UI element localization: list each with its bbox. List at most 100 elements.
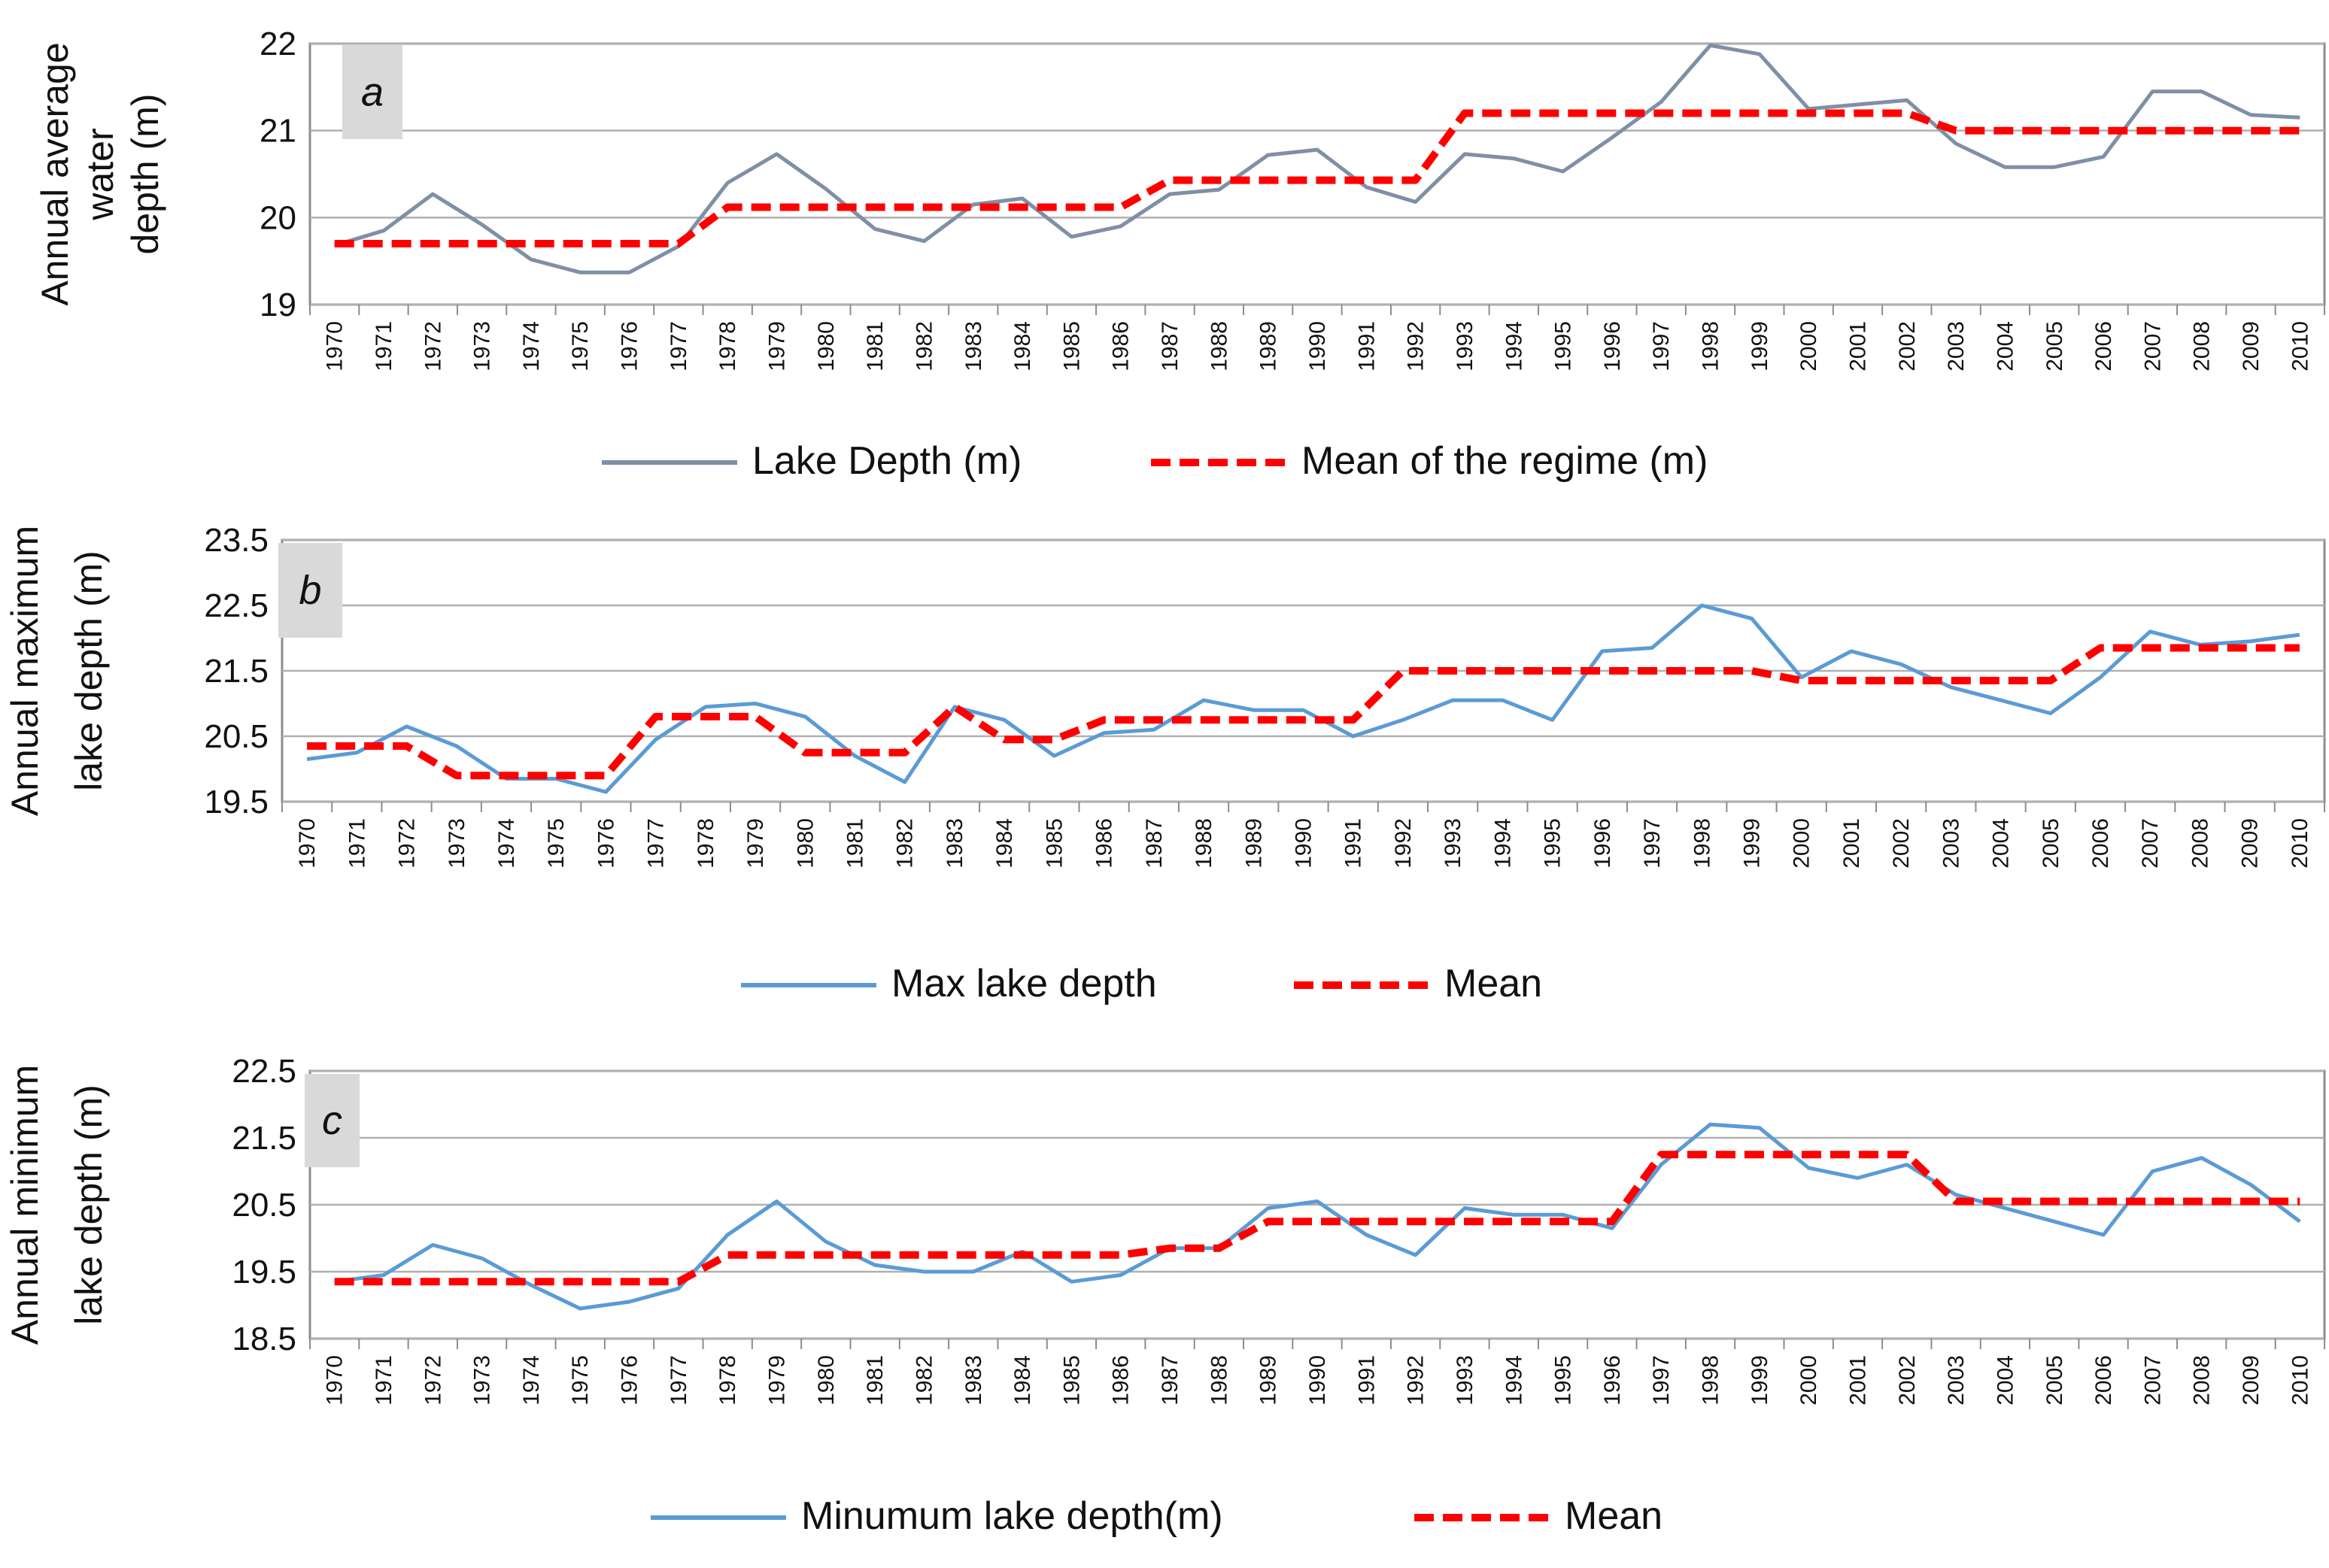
- x-tick-label: 1997: [1649, 321, 1674, 372]
- y-tick-label: 18.5: [232, 1321, 296, 1357]
- x-tick-label: 1973: [445, 818, 469, 869]
- chart-panel-c: 18.5 19.5 20.5 21.5 22.5 1970 1971 1972 1973 1974…: [4, 1053, 2326, 1538]
- x-tick-label: 1989: [1241, 818, 1266, 869]
- series-line-mean: [307, 644, 2300, 780]
- series-line-depth: [333, 43, 2300, 274]
- x-tick-label: 1970: [295, 818, 320, 869]
- x-tick-label: 1993: [1441, 818, 1465, 869]
- x-tick-label: 2001: [1839, 818, 1864, 869]
- x-tick-label: 1998: [1699, 1355, 1723, 1406]
- x-tick-label: 1978: [715, 321, 740, 372]
- x-tick-label: 1989: [1256, 1355, 1281, 1406]
- x-tick-label: 1978: [715, 1355, 740, 1406]
- x-tick-label: 2005: [2042, 321, 2067, 372]
- y-tick-label: 22.5: [232, 1053, 296, 1090]
- x-tick-label: 1993: [1453, 321, 1477, 372]
- x-tick-label: 1974: [519, 1355, 544, 1406]
- y-axis-label: lake depth (m): [68, 550, 110, 791]
- x-tick-label: 1997: [1640, 818, 1665, 869]
- x-tick-label: 1990: [1305, 321, 1330, 372]
- x-tick-label: 1976: [618, 1355, 642, 1406]
- x-tick-label: 1989: [1256, 321, 1281, 372]
- x-tick-label: 1970: [323, 321, 348, 372]
- y-axis-label: water: [79, 128, 121, 220]
- x-tick-label: 1995: [1551, 321, 1576, 372]
- x-tick-label: 2006: [2091, 321, 2116, 372]
- x-tick-label: 2001: [1845, 1355, 1870, 1406]
- x-tick-label: 1991: [1341, 818, 1366, 869]
- x-tick-label: 1979: [765, 1355, 790, 1406]
- x-tick-label: 1985: [1042, 818, 1067, 869]
- x-tick-label: 2002: [1895, 321, 1920, 372]
- legend-label: Lake Depth (m): [752, 439, 1022, 483]
- x-tick-label: 2005: [2039, 818, 2063, 869]
- x-tick-label: 2008: [2190, 1355, 2215, 1406]
- x-tick-label: 2005: [2042, 1355, 2067, 1406]
- x-tick-label: 1995: [1551, 1355, 1576, 1406]
- x-tick-label: 1990: [1292, 818, 1316, 869]
- x-tick-label: 1972: [395, 818, 420, 869]
- x-tick-label: 1983: [961, 1355, 986, 1406]
- x-tick-label: 1979: [743, 818, 768, 869]
- x-tick-label: 1981: [863, 321, 888, 372]
- x-tick-label: 1971: [345, 818, 369, 869]
- x-tick-label: 1983: [961, 321, 986, 372]
- x-tick-label: 1974: [494, 818, 519, 869]
- x-tick-label: 1987: [1158, 321, 1183, 372]
- x-tick-label: 1994: [1502, 1355, 1526, 1406]
- x-tick-label: 1981: [863, 1355, 888, 1406]
- x-tick-label: 1998: [1699, 321, 1723, 372]
- x-tick-label: 1996: [1590, 818, 1615, 869]
- x-tick-label: 2008: [2190, 321, 2215, 372]
- x-tick-label: 2003: [1939, 818, 1963, 869]
- x-tick-label: 1982: [912, 1355, 937, 1406]
- x-tick-label: 1979: [765, 321, 790, 372]
- y-tick-label: 21.5: [232, 1120, 296, 1157]
- legend-label: Mean: [1444, 962, 1542, 1005]
- y-axis-label: Annual minimum: [4, 1065, 46, 1345]
- x-tick-label: 1977: [667, 1355, 691, 1406]
- x-tick-label: 2010: [2288, 321, 2312, 372]
- x-tick-label: 2006: [2088, 818, 2113, 869]
- x-tick-label: 1980: [814, 1355, 839, 1406]
- x-tick-label: 1984: [1010, 321, 1035, 372]
- x-tick-label: 1971: [372, 1355, 396, 1406]
- x-tick-label: 1975: [568, 321, 593, 372]
- x-tick-label: 1984: [1010, 1355, 1035, 1406]
- x-tick-label: 1982: [912, 321, 937, 372]
- x-tick-label: 2007: [2140, 1355, 2165, 1406]
- legend-label: Mean: [1565, 1494, 1662, 1538]
- chart-panel-b: 19.5 20.5 21.5 22.5 23.5 1970 1971 1972 1973 1974…: [4, 522, 2326, 1005]
- y-tick-label: 21: [260, 113, 296, 150]
- y-tick-label: 19: [260, 287, 296, 323]
- x-tick-label: 1977: [667, 321, 691, 372]
- y-tick-label: 22: [260, 26, 296, 62]
- x-tick-label: 2000: [1796, 1355, 1821, 1406]
- x-tick-label: 1986: [1109, 1355, 1134, 1406]
- x-tick-label: 1985: [1059, 321, 1084, 372]
- x-tick-label: 1972: [421, 321, 445, 372]
- legend-label: Mean of the regime (m): [1301, 439, 1708, 483]
- series-line-mean: [334, 1151, 2300, 1286]
- x-tick-label: 2009: [2239, 321, 2264, 372]
- x-tick-label: 2004: [1993, 321, 2018, 372]
- x-tick-label: 2002: [1895, 1355, 1920, 1406]
- x-tick-label: 1997: [1649, 1355, 1674, 1406]
- x-tick-label: 1976: [594, 818, 618, 869]
- x-tick-label: 1980: [814, 321, 839, 372]
- x-tick-label: 1993: [1453, 1355, 1477, 1406]
- x-tick-label: 1975: [568, 1355, 593, 1406]
- x-tick-label: 1970: [323, 1355, 348, 1406]
- x-tick-label: 1994: [1502, 321, 1526, 372]
- x-tick-label: 2007: [2140, 321, 2165, 372]
- panel-tag: c: [322, 1098, 342, 1143]
- x-tick-label: 1995: [1541, 818, 1565, 869]
- x-tick-label: 1996: [1600, 321, 1625, 372]
- x-tick-label: 1987: [1158, 1355, 1183, 1406]
- y-axis-label: Annual average: [34, 42, 76, 305]
- y-tick-label: 20.5: [204, 718, 269, 755]
- x-tick-label: 1991: [1354, 321, 1379, 372]
- x-tick-label: 2004: [1993, 1355, 2018, 1406]
- x-tick-label: 1977: [644, 818, 669, 869]
- x-tick-label: 1988: [1207, 321, 1231, 372]
